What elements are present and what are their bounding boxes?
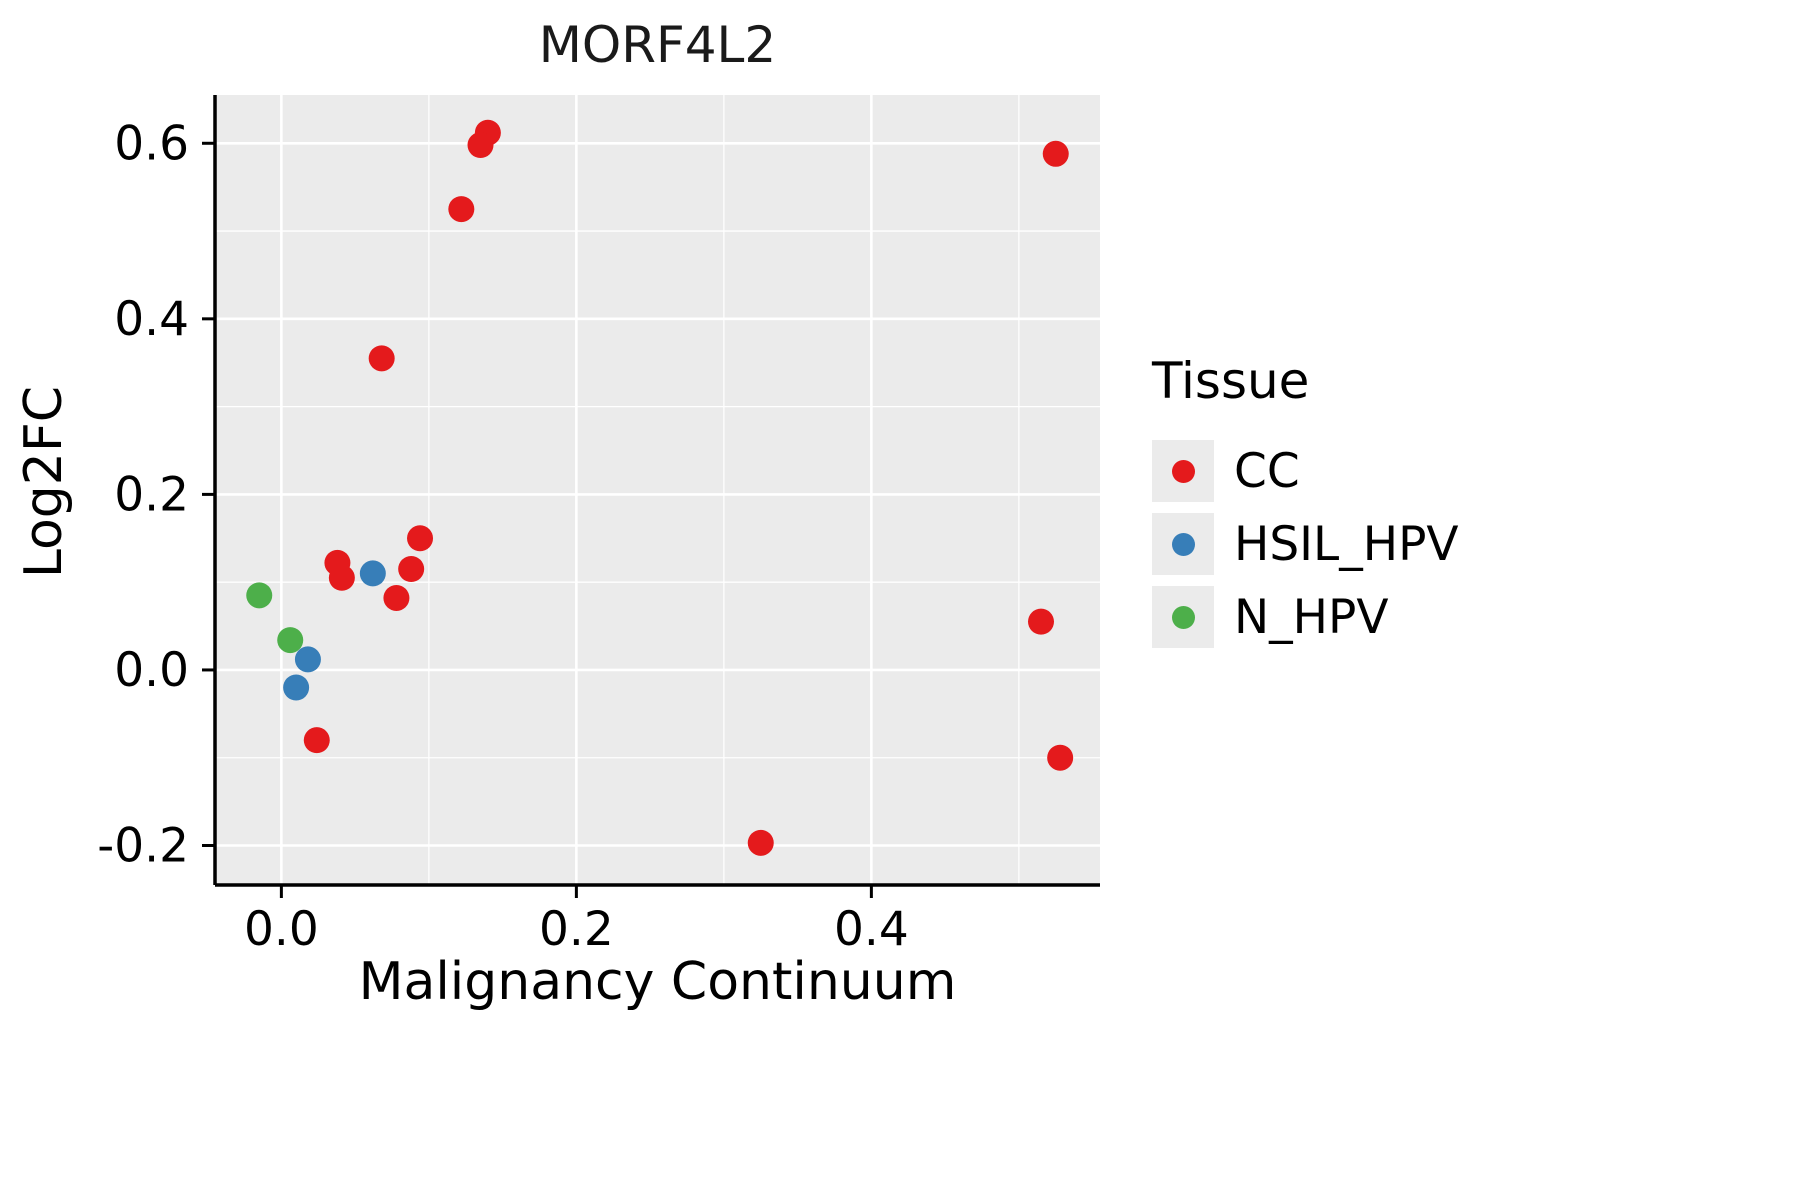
legend: Tissue CC HSIL_HPV N_HPV xyxy=(1152,352,1459,659)
legend-key xyxy=(1152,513,1214,575)
legend-key xyxy=(1152,440,1214,502)
legend-title: Tissue xyxy=(1152,352,1310,410)
data-point-CC xyxy=(1042,140,1069,167)
data-point-CC xyxy=(398,556,425,582)
legend-dot xyxy=(1171,605,1195,629)
data-point-CC xyxy=(407,525,434,552)
y-tick-label: 0.4 xyxy=(114,292,189,347)
legend-item-n-hpv: N_HPV xyxy=(1152,586,1459,648)
data-point-CC xyxy=(448,196,475,223)
data-point-CC xyxy=(1047,744,1074,771)
y-axis-title: Log2FC xyxy=(14,385,74,579)
legend-item-hsil-hpv: HSIL_HPV xyxy=(1152,513,1459,575)
legend-item-label: N_HPV xyxy=(1234,589,1389,645)
x-tick-label: 0.4 xyxy=(834,902,909,957)
data-point-N_HPV xyxy=(246,582,273,609)
data-point-HSIL_HPV xyxy=(359,560,386,587)
x-tick-label: 0.2 xyxy=(539,902,614,957)
data-point-CC xyxy=(368,345,395,372)
y-tick-label: 0.6 xyxy=(114,116,189,171)
legend-item-cc: CC xyxy=(1152,440,1459,502)
x-tick-label: 0.0 xyxy=(244,902,319,957)
data-point-CC xyxy=(303,727,330,754)
data-point-HSIL_HPV xyxy=(294,646,321,673)
chart-title: MORF4L2 xyxy=(538,16,777,74)
data-point-CC xyxy=(328,564,355,591)
y-tick-label: -0.2 xyxy=(97,819,189,874)
legend-dot xyxy=(1171,532,1195,556)
legend-dot xyxy=(1171,459,1195,483)
data-point-HSIL_HPV xyxy=(283,674,310,701)
data-point-CC xyxy=(383,584,410,611)
data-point-CC xyxy=(747,829,774,856)
y-tick-label: 0.2 xyxy=(114,467,189,522)
y-tick-label: 0.0 xyxy=(114,643,189,698)
plot-panel xyxy=(215,95,1100,885)
data-point-CC xyxy=(1028,608,1054,635)
data-point-CC xyxy=(467,132,494,159)
legend-key xyxy=(1152,586,1214,648)
data-point-N_HPV xyxy=(277,627,304,654)
legend-item-label: CC xyxy=(1234,443,1300,499)
x-axis-title: Malignancy Continuum xyxy=(358,952,957,1012)
legend-item-label: HSIL_HPV xyxy=(1234,516,1459,572)
